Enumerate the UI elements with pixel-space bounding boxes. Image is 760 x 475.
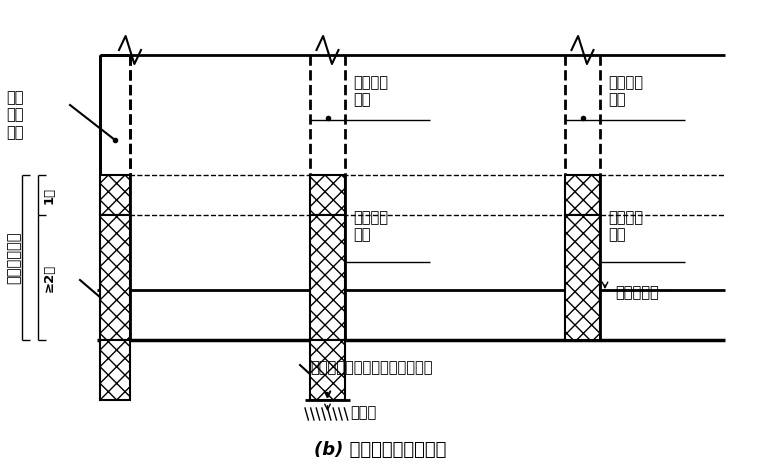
Bar — [100, 340, 130, 400]
Text: (b) 部分框支抗震墙结构: (b) 部分框支抗震墙结构 — [314, 441, 446, 459]
Bar — [100, 215, 130, 340]
Text: 底部加强部位: 底部加强部位 — [7, 231, 21, 284]
Text: 约束边缘
构件: 约束边缘 构件 — [608, 210, 643, 242]
Bar — [100, 175, 130, 215]
Bar — [310, 215, 345, 340]
Text: 构造边缘
构件: 构造边缘 构件 — [608, 75, 643, 107]
Bar — [310, 340, 345, 400]
Text: 约束边缘
构件: 约束边缘 构件 — [353, 210, 388, 242]
Bar — [100, 340, 130, 400]
Text: 基础顶: 基础顶 — [350, 405, 376, 420]
Text: 抗震
等级
相同: 抗震 等级 相同 — [6, 90, 24, 140]
Bar — [565, 215, 600, 340]
Text: 1层: 1层 — [43, 186, 56, 204]
Bar — [565, 215, 600, 340]
Bar — [565, 175, 600, 215]
Text: 构造边缘
构件: 构造边缘 构件 — [353, 75, 388, 107]
Bar — [310, 175, 345, 215]
Bar — [310, 340, 345, 400]
Text: 抗震等级同上层，地下室内不变: 抗震等级同上层，地下室内不变 — [310, 360, 432, 375]
Bar — [310, 175, 345, 215]
Text: 框支层顶板: 框支层顶板 — [615, 285, 659, 301]
Bar — [100, 215, 130, 340]
Bar — [310, 215, 345, 340]
Bar — [100, 175, 130, 215]
Bar — [565, 175, 600, 215]
Text: ≥2层: ≥2层 — [43, 263, 56, 292]
